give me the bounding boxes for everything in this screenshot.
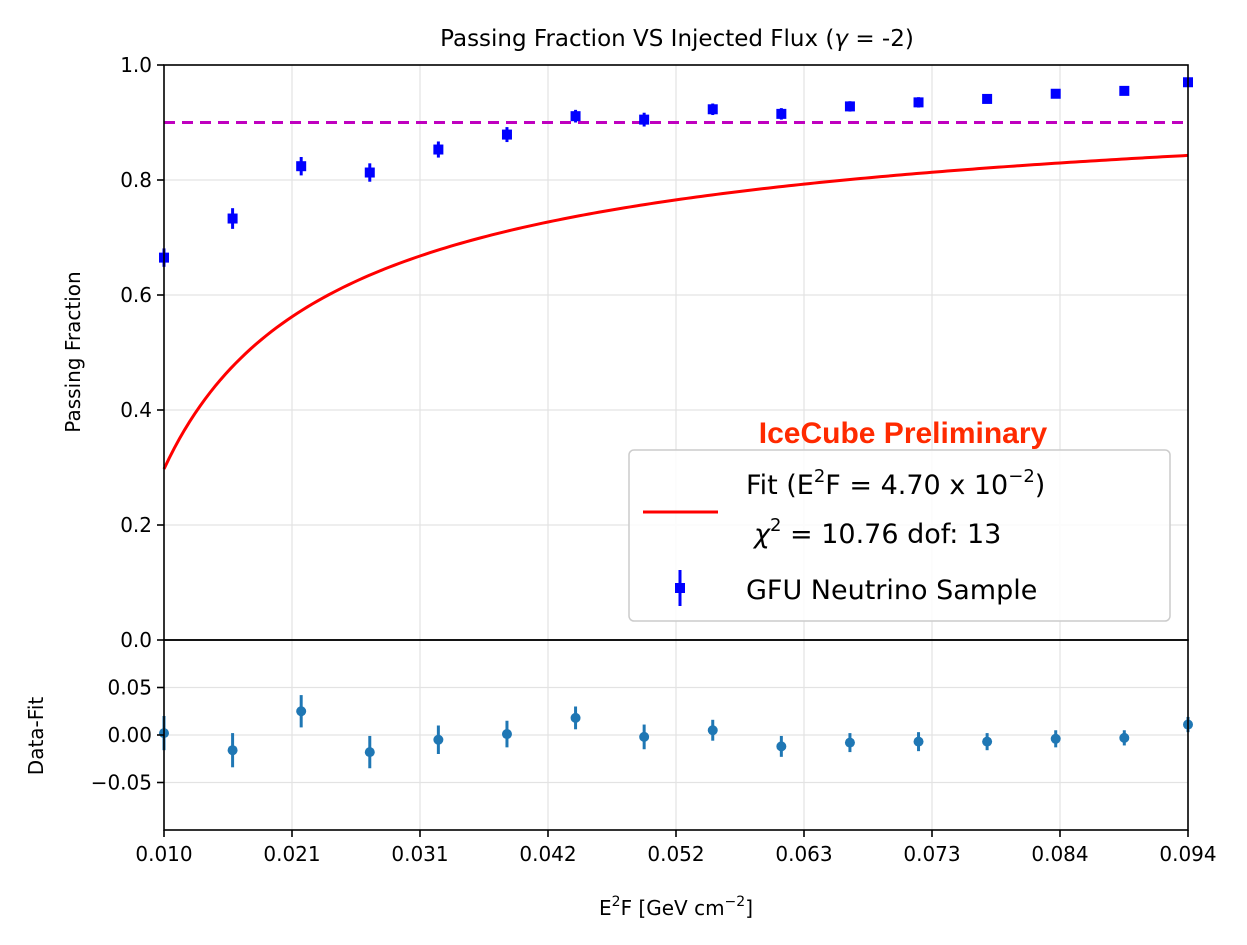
- residual-data-point: [844, 737, 855, 748]
- residual-y-tick-label: 0.05: [107, 676, 152, 700]
- main-y-tick-label: 0.8: [120, 168, 152, 192]
- main-data-point: [296, 161, 307, 172]
- main-data-point: [1119, 85, 1130, 96]
- residual-data-point: [364, 747, 375, 758]
- main-data-point: [1050, 88, 1061, 99]
- x-tick-label: 0.084: [1031, 842, 1088, 866]
- x-axis-label: E2F [GeV cm−2]: [599, 894, 753, 920]
- legend-data-swatch-marker: [675, 583, 685, 593]
- main-data-point: [913, 97, 924, 108]
- main-data-point: [227, 213, 238, 224]
- main-y-tick-label: 0.6: [120, 283, 152, 307]
- legend-chi-square-label: χ2 = 10.76 dof: 13: [752, 515, 1001, 550]
- main-y-tick-label: 0.4: [120, 398, 152, 422]
- icecube-preliminary-annotation: IceCube Preliminary: [759, 417, 1048, 450]
- main-y-axis-label: Passing Fraction: [61, 271, 85, 432]
- residual-x-ticks: 0.010 0.021 0.031 0.042 0.052 0.063 0.073 0.084…: [135, 830, 1217, 866]
- main-y-tick-label: 0.0: [120, 628, 152, 652]
- main-data-point: [707, 104, 718, 115]
- residual-data-point: [639, 731, 650, 742]
- main-data-point: [364, 167, 375, 178]
- residual-y-tick-label: −0.05: [91, 771, 152, 795]
- residual-y-ticks: 0.05 0.00 −0.05: [91, 676, 164, 795]
- residual-data-point: [570, 712, 581, 723]
- x-tick-label: 0.031: [391, 842, 448, 866]
- residual-data-point: [296, 706, 307, 717]
- fit-curve: [162, 153, 1189, 470]
- legend-data-label: GFU Neutrino Sample: [746, 575, 1037, 606]
- main-data-point: [501, 129, 512, 140]
- main-data-point: [639, 114, 650, 125]
- residual-data-point: [707, 725, 718, 736]
- x-tick-label: 0.073: [903, 842, 960, 866]
- main-data-point: [570, 111, 581, 122]
- x-tick-label: 0.063: [775, 842, 832, 866]
- legend-fit-label: Fit (E2F = 4.70 x 10−2): [746, 466, 1045, 501]
- residual-data-point: [501, 729, 512, 740]
- chart-title: Passing Fraction VS Injected Flux (γ = -…: [440, 26, 914, 52]
- x-tick-label: 0.042: [519, 842, 576, 866]
- residual-data-point: [1119, 732, 1130, 743]
- x-tick-label: 0.052: [647, 842, 704, 866]
- x-tick-label: 0.010: [135, 842, 192, 866]
- x-tick-label: 0.094: [1159, 842, 1216, 866]
- residual-data-point: [982, 736, 993, 747]
- legend: Fit (E2F = 4.70 x 10−2) χ2 = 10.76 dof: …: [628, 449, 1171, 622]
- residual-y-tick-label: 0.00: [107, 723, 152, 747]
- residual-gridlines: [163, 640, 1189, 830]
- main-data-point: [982, 93, 993, 104]
- residual-data-point: [227, 745, 238, 756]
- main-y-tick-label: 0.2: [120, 513, 152, 537]
- main-data-point: [844, 101, 855, 112]
- main-y-tick-label: 1.0: [120, 53, 152, 77]
- residual-data-point: [1050, 733, 1061, 744]
- residual-data-point: [913, 736, 924, 747]
- main-data-point: [433, 144, 444, 155]
- residual-y-axis-label: Data-Fit: [24, 697, 48, 776]
- main-data-point: [776, 108, 787, 119]
- x-tick-label: 0.021: [263, 842, 320, 866]
- residual-data-point: [776, 741, 787, 752]
- residual-data-point: [433, 734, 444, 745]
- legend-box: [628, 449, 1171, 622]
- main-y-ticks: 0.0 0.2 0.4 0.6 0.8 1.0: [120, 53, 164, 652]
